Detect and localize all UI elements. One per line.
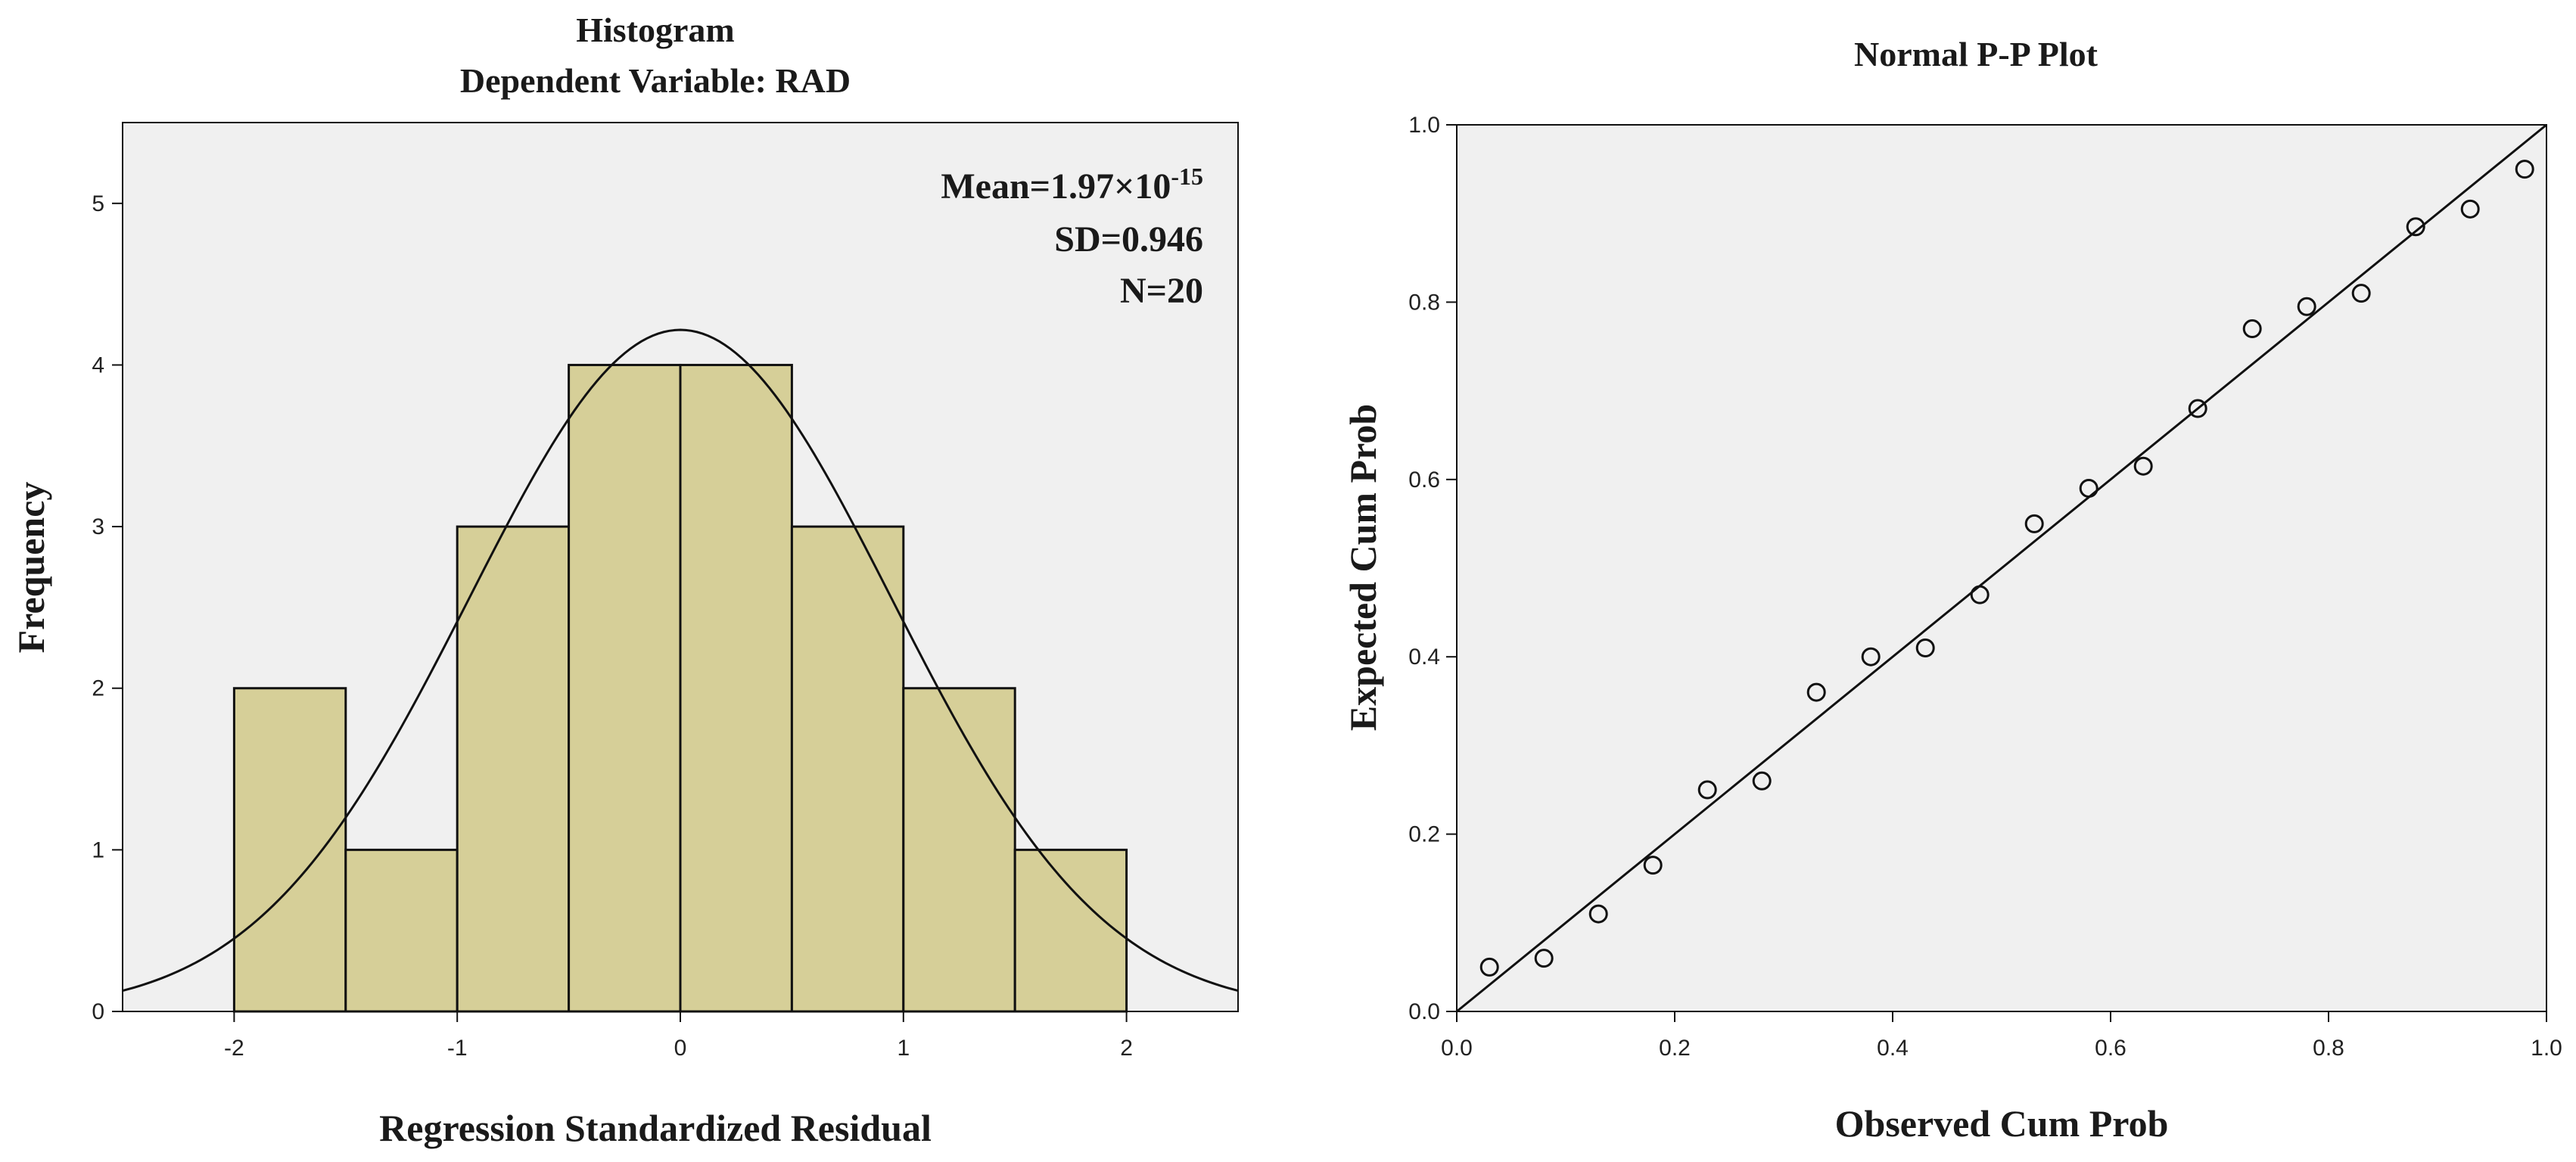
pp-point [2024, 514, 2044, 533]
pp-point [2242, 319, 2262, 339]
pp-y-tick-label: 0.0 [1408, 999, 1440, 1024]
histogram-bar [568, 363, 682, 1013]
histogram-bars [232, 363, 1128, 1013]
pp-point [1915, 638, 1935, 657]
pp-point [1643, 856, 1663, 875]
pp-point [1697, 780, 1717, 800]
histogram-x-tick-label: 2 [1120, 1036, 1133, 1061]
histogram-mean-label: Mean=1.97×10-15 [941, 163, 1203, 207]
histogram-sd-label: SD=0.946 [1054, 219, 1203, 259]
histogram-bar [344, 848, 459, 1013]
pp-point [2351, 284, 2371, 303]
histogram-x-tick-label: 0 [674, 1036, 687, 1061]
histogram-subtitle: Dependent Variable: RAD [460, 61, 851, 100]
histogram-y-tick-label: 0 [92, 999, 104, 1024]
histogram-y-tick-label: 5 [92, 191, 104, 216]
histogram-title: Histogram [576, 11, 735, 49]
pp-y-axis: 0.0 0.2 0.4 0.6 0.8 1.0 [1408, 113, 1457, 1024]
pp-point [1534, 949, 1554, 968]
histogram-x-tick-label: -1 [447, 1036, 468, 1061]
pp-plot-title: Normal P-P Plot [1854, 35, 2098, 73]
pp-plot-panel: Normal P-P Plot 0.0 0.2 0.4 0.6 0.8 1.0 0.00.… [1342, 35, 2562, 1145]
histogram-bar [1013, 848, 1128, 1013]
pp-point [2297, 297, 2316, 316]
pp-x-tick-label: 0.2 [1659, 1036, 1691, 1061]
pp-y-tick-label: 0.8 [1408, 290, 1440, 315]
pp-point [2079, 479, 2098, 499]
histogram-bar [679, 363, 793, 1013]
pp-x-tick-label: 0.0 [1441, 1036, 1473, 1061]
pp-x-tick-label: 1.0 [2531, 1036, 2562, 1061]
pp-point [1752, 771, 1772, 791]
histogram-x-tick-label: -2 [224, 1036, 244, 1061]
histogram-y-tick-label: 3 [92, 514, 104, 539]
pp-y-tick-label: 0.2 [1408, 822, 1440, 847]
histogram-y-axis-title: Frequency [10, 482, 52, 654]
pp-points [1479, 160, 2534, 977]
pp-point [1479, 957, 1499, 977]
histogram-mean-exponent: -15 [1171, 163, 1203, 190]
pp-point [2460, 199, 2480, 219]
histogram-normal-curve [122, 328, 1239, 993]
histogram-x-axis: -2 -1 0 1 2 [224, 1011, 1133, 1061]
pp-x-axis-title: Observed Cum Prob [1835, 1102, 2169, 1145]
pp-point [1588, 904, 1608, 924]
histogram-bar [232, 687, 347, 1013]
pp-y-tick-label: 0.4 [1408, 645, 1440, 670]
histogram-y-tick-label: 4 [92, 353, 104, 377]
pp-point [1806, 682, 1826, 702]
pp-point [1970, 585, 1990, 604]
histogram-x-axis-title: Regression Standardized Residual [379, 1107, 932, 1149]
histogram-panel: Histogram Dependent Variable: RAD -2 -1 0 1… [10, 11, 1239, 1149]
histogram-bar [456, 525, 571, 1013]
histogram-y-tick-label: 1 [92, 837, 104, 862]
histogram-n-label: N=20 [1120, 271, 1203, 311]
pp-y-tick-label: 0.6 [1408, 468, 1440, 492]
histogram-x-tick-label: 1 [897, 1036, 910, 1061]
pp-point [1861, 647, 1881, 666]
pp-point [2515, 160, 2534, 179]
histogram-y-tick-label: 2 [92, 676, 104, 701]
pp-reference-line [1456, 123, 2547, 1013]
histogram-bar [902, 687, 1016, 1013]
pp-point [2188, 399, 2207, 418]
histogram-bar [790, 525, 905, 1013]
histogram-y-axis: 0 1 2 3 4 5 [92, 191, 123, 1024]
pp-y-axis-title: Expected Cum Prob [1342, 404, 1384, 731]
pp-x-axis: 0.0 0.2 0.4 0.6 0.8 1.0 [1441, 1011, 2562, 1061]
pp-point [2406, 217, 2425, 237]
pp-x-tick-label: 0.8 [2313, 1036, 2344, 1061]
pp-x-tick-label: 0.4 [1877, 1036, 1909, 1061]
pp-x-tick-label: 0.6 [2095, 1036, 2126, 1061]
pp-y-tick-label: 1.0 [1408, 113, 1440, 138]
pp-point [2133, 456, 2153, 476]
